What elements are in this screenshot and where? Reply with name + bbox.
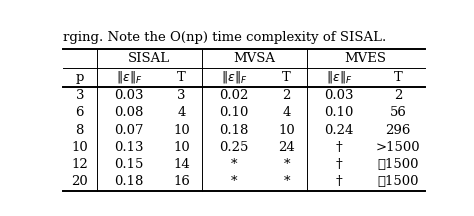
Text: $\|\varepsilon\|_F$: $\|\varepsilon\|_F$ xyxy=(221,69,247,85)
Text: p: p xyxy=(75,71,84,84)
Text: †: † xyxy=(336,175,343,188)
Text: 10: 10 xyxy=(173,141,190,154)
Text: 0.07: 0.07 xyxy=(114,124,144,137)
Text: 0.24: 0.24 xyxy=(325,124,354,137)
Text: 10: 10 xyxy=(173,124,190,137)
Text: rging. Note the O(np) time complexity of SISAL.: rging. Note the O(np) time complexity of… xyxy=(63,31,386,44)
Text: *: * xyxy=(231,175,237,188)
Text: 0.10: 0.10 xyxy=(219,106,249,119)
Text: ≫1500: ≫1500 xyxy=(377,158,419,171)
Text: 0.15: 0.15 xyxy=(114,158,144,171)
Text: 4: 4 xyxy=(177,106,186,119)
Text: $\|\varepsilon\|_F$: $\|\varepsilon\|_F$ xyxy=(326,69,353,85)
Text: SISAL: SISAL xyxy=(128,52,170,65)
Text: 0.03: 0.03 xyxy=(324,89,354,102)
Text: T: T xyxy=(177,71,186,84)
Text: 2: 2 xyxy=(394,89,402,102)
Text: 3: 3 xyxy=(75,89,84,102)
Text: 6: 6 xyxy=(75,106,84,119)
Text: T: T xyxy=(282,71,291,84)
Text: 0.18: 0.18 xyxy=(219,124,249,137)
Text: 0.10: 0.10 xyxy=(325,106,354,119)
Text: 0.18: 0.18 xyxy=(114,175,144,188)
Text: 2: 2 xyxy=(283,89,291,102)
Text: >1500: >1500 xyxy=(376,141,420,154)
Text: 56: 56 xyxy=(390,106,407,119)
Text: 24: 24 xyxy=(278,141,295,154)
Text: 12: 12 xyxy=(72,158,88,171)
Text: MVSA: MVSA xyxy=(233,52,275,65)
Text: 0.03: 0.03 xyxy=(114,89,144,102)
Text: 0.08: 0.08 xyxy=(114,106,144,119)
Text: 10: 10 xyxy=(278,124,295,137)
Text: 3: 3 xyxy=(177,89,186,102)
Text: T: T xyxy=(394,71,402,84)
Text: 8: 8 xyxy=(75,124,84,137)
Text: *: * xyxy=(283,175,290,188)
Text: MVES: MVES xyxy=(345,52,387,65)
Text: 0.02: 0.02 xyxy=(219,89,249,102)
Text: 296: 296 xyxy=(385,124,411,137)
Text: 0.13: 0.13 xyxy=(114,141,144,154)
Text: $\|\varepsilon\|_F$: $\|\varepsilon\|_F$ xyxy=(116,69,142,85)
Text: 16: 16 xyxy=(173,175,190,188)
Text: 4: 4 xyxy=(283,106,291,119)
Text: *: * xyxy=(283,158,290,171)
Text: ≫1500: ≫1500 xyxy=(377,175,419,188)
Text: 14: 14 xyxy=(173,158,190,171)
Text: 0.25: 0.25 xyxy=(219,141,249,154)
Text: *: * xyxy=(231,158,237,171)
Text: 20: 20 xyxy=(72,175,88,188)
Text: †: † xyxy=(336,141,343,154)
Text: †: † xyxy=(336,158,343,171)
Text: 10: 10 xyxy=(72,141,88,154)
